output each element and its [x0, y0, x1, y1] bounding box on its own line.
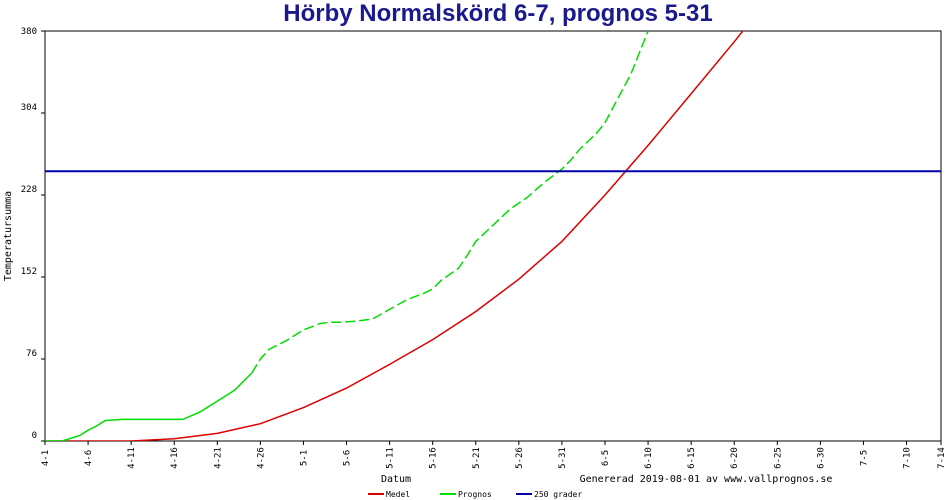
x-tick-label: 6-30 [816, 447, 826, 469]
x-tick-label: 7-10 [903, 447, 913, 469]
chart-title: Hörby Normalskörd 6-7, prognos 5-31 [283, 0, 712, 27]
x-tick-label: 6-25 [773, 447, 783, 469]
x-tick-label: 4-26 [256, 447, 266, 469]
series-line-prognos-dashed [251, 31, 649, 374]
x-tick-label: 5-11 [386, 447, 396, 469]
x-tick-label: 7-14 [937, 447, 947, 469]
x-tick-label: 6-20 [730, 447, 740, 469]
x-tick-label: 5-21 [472, 447, 482, 469]
x-tick-label: 5-1 [299, 450, 309, 466]
x-tick-label: 6-5 [601, 450, 611, 466]
x-tick-label: 6-15 [687, 447, 697, 469]
legend: Medel Prognos 250 grader [368, 490, 582, 499]
footer-text: Genererad 2019-08-01 av www.vallprognos.… [580, 474, 833, 485]
legend-label: Prognos [458, 490, 492, 499]
series-line-prognos-solid [45, 372, 253, 441]
y-axis-label: Temperatursumma [3, 191, 14, 281]
y-axis: 0 76 152 228 304 380 [21, 27, 45, 442]
y-tick-label: 152 [21, 267, 37, 277]
x-tick-label: 5-26 [515, 447, 525, 469]
x-tick-label: 4-21 [213, 447, 223, 469]
legend-label: 250 grader [534, 490, 582, 499]
plot-area [44, 30, 942, 442]
x-axis: 4-1 4-6 4-11 4-16 4-21 4-26 5-1 5-6 5-11 5-16 5-21… [41, 441, 947, 469]
series-layer [45, 31, 941, 441]
x-tick-label: 4-1 [41, 450, 51, 466]
x-tick-label: 5-6 [343, 450, 353, 466]
x-tick-label: 5-16 [429, 447, 439, 469]
x-tick-label: 7-5 [859, 450, 869, 466]
x-tick-label: 5-31 [558, 447, 568, 469]
legend-label: Medel [386, 490, 410, 499]
x-tick-label: 4-16 [170, 447, 180, 469]
y-tick-label: 228 [21, 185, 37, 195]
x-tick-label: 6-10 [644, 447, 654, 469]
series-line-medel [45, 31, 744, 441]
y-tick-label: 76 [26, 349, 37, 359]
y-tick-label: 304 [21, 103, 37, 113]
x-tick-label: 4-6 [84, 450, 94, 466]
x-axis-label: Datum [381, 474, 411, 485]
y-tick-label: 380 [21, 27, 37, 37]
y-tick-label: 0 [32, 431, 37, 441]
x-tick-label: 4-11 [127, 447, 137, 469]
